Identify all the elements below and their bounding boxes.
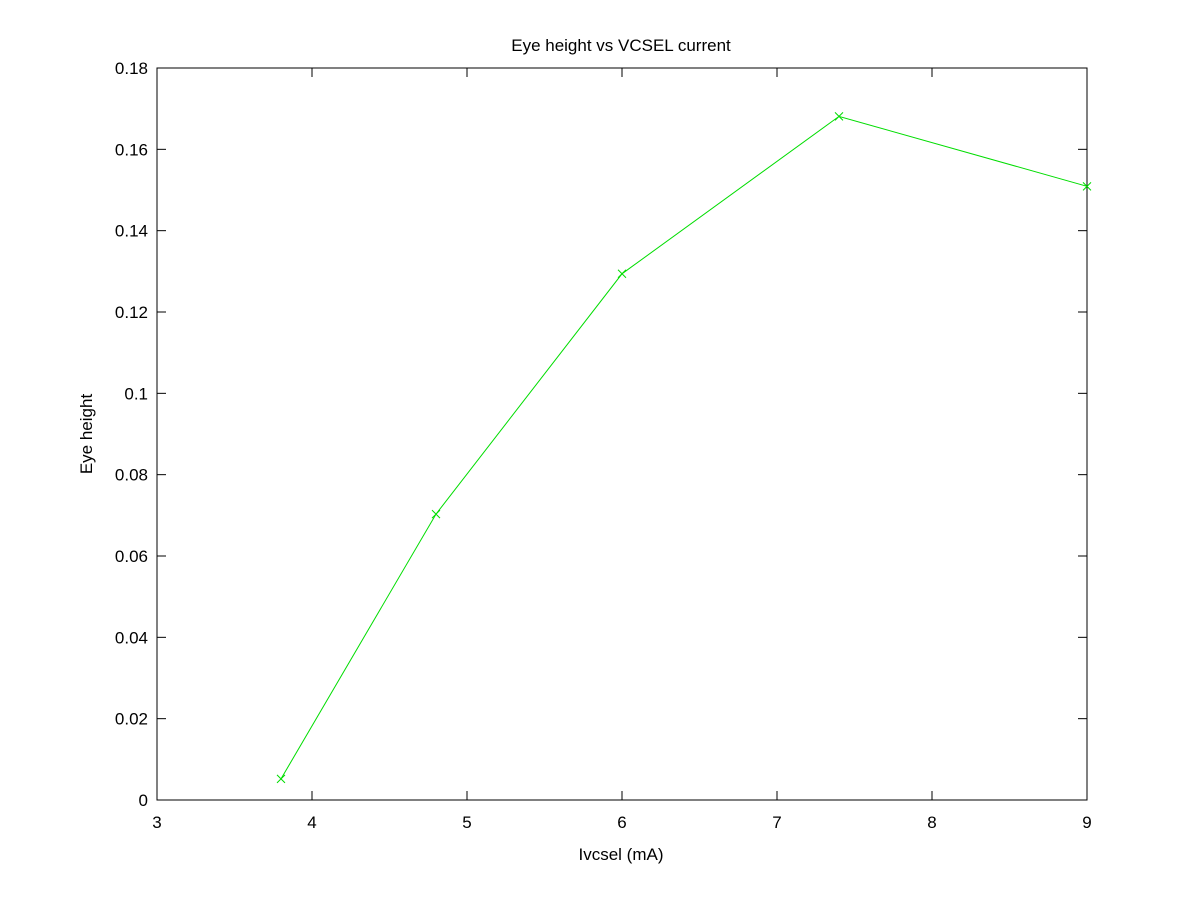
x-tick-label: 7 (772, 813, 781, 832)
x-tick-label: 3 (152, 813, 161, 832)
y-tick-label: 0 (139, 791, 148, 810)
data-point-marker (276, 774, 286, 784)
y-tick-label: 0.04 (115, 628, 148, 647)
x-tick-label: 4 (307, 813, 316, 832)
chart-title: Eye height vs VCSEL current (511, 36, 731, 55)
data-point-marker (617, 269, 627, 279)
y-tick-label: 0.18 (115, 59, 148, 78)
plot-area: 3 4 5 6 7 8 9 0 0.02 0.04 0.06 0.08 0.1 0.12 0.14 0.16 0… (115, 59, 1092, 832)
y-tick-label: 0.1 (124, 384, 148, 403)
y-tick-label: 0.14 (115, 222, 148, 241)
y-tick-label: 0.08 (115, 466, 148, 485)
y-tick-label: 0.06 (115, 547, 148, 566)
x-tick-label: 5 (462, 813, 471, 832)
y-axis-label: Eye height (77, 394, 96, 475)
data-point-marker (1082, 181, 1092, 191)
y-tick-label: 0.02 (115, 710, 148, 729)
data-point-marker (834, 112, 844, 121)
x-tick-label: 9 (1082, 813, 1091, 832)
y-tick-label: 0.16 (115, 140, 148, 159)
x-tick-label: 6 (617, 813, 626, 832)
x-axis-label: Ivcsel (mA) (579, 845, 664, 864)
x-tick-label: 8 (927, 813, 936, 832)
y-tick-label: 0.12 (115, 303, 148, 322)
data-point-marker (431, 509, 441, 519)
